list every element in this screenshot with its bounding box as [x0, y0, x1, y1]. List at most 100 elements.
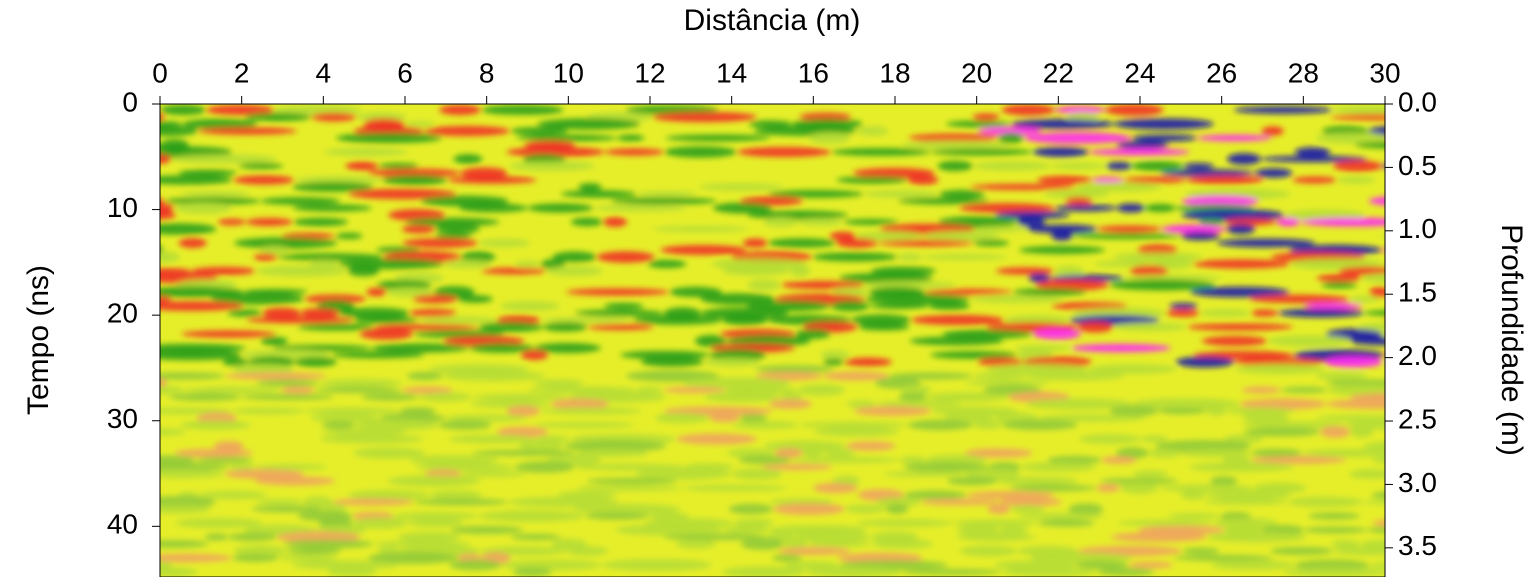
texture-blob — [593, 204, 688, 212]
texture-blob — [160, 301, 244, 311]
texture-blob — [378, 162, 419, 170]
texture-blob — [846, 400, 876, 408]
texture-blob — [1116, 447, 1149, 459]
texture-blob — [737, 146, 832, 158]
texture-blob — [587, 323, 655, 331]
texture-blob — [160, 125, 198, 137]
texture-blob — [286, 547, 341, 555]
texture-blob — [178, 238, 207, 248]
texture-blob — [1189, 462, 1294, 472]
texture-blob — [232, 407, 305, 415]
texture-blob — [909, 336, 1004, 346]
texture-blob — [253, 253, 278, 261]
texture-blob — [964, 448, 1033, 458]
texture-blob — [1161, 224, 1227, 234]
texture-blob — [447, 176, 537, 184]
texture-blob — [970, 295, 1064, 303]
texture-blob — [709, 413, 740, 423]
texture-blob — [160, 567, 198, 577]
texture-blob — [868, 302, 929, 310]
texture-blob — [1129, 265, 1169, 277]
texture-blob — [1344, 420, 1385, 430]
texture-blob — [911, 314, 1005, 326]
texture-blob — [1381, 234, 1385, 238]
texture-blob — [160, 553, 232, 563]
texture-blob — [1077, 321, 1114, 333]
texture-blob — [1315, 132, 1385, 144]
texture-blob — [662, 386, 726, 394]
texture-blob — [335, 132, 443, 144]
texture-blob — [1075, 182, 1162, 192]
texture-blob — [1096, 484, 1121, 492]
texture-blob — [1315, 371, 1368, 381]
texture-blob — [1173, 554, 1273, 562]
texture-blob — [348, 188, 457, 200]
texture-blob — [777, 547, 851, 555]
texture-blob — [1367, 526, 1385, 534]
texture-blob — [1128, 561, 1174, 569]
texture-blob — [1198, 218, 1224, 226]
texture-blob — [319, 378, 403, 388]
texture-blob — [774, 448, 803, 458]
texture-blob — [997, 476, 1078, 486]
texture-blob — [542, 322, 588, 332]
texture-blob — [703, 357, 762, 367]
texture-blob — [206, 104, 274, 116]
texture-blob — [998, 525, 1029, 535]
texture-blob — [1371, 491, 1385, 499]
texture-blob — [1108, 279, 1216, 291]
texture-blob — [805, 566, 903, 577]
texture-blob — [367, 168, 461, 178]
texture-blob — [331, 351, 425, 359]
texture-blob — [945, 120, 1011, 128]
texture-blob — [829, 231, 856, 241]
texture-blob — [885, 504, 909, 514]
texture-blob — [1116, 203, 1145, 213]
texture-blob — [1224, 434, 1264, 444]
texture-blob — [1199, 309, 1251, 317]
texture-blob — [412, 294, 458, 304]
texture-blob — [1381, 248, 1385, 252]
texture-blob — [417, 316, 497, 324]
texture-blob — [1182, 162, 1215, 170]
texture-blob — [1094, 260, 1152, 268]
texture-blob — [876, 497, 921, 507]
texture-blob — [822, 371, 890, 381]
texture-blob — [238, 162, 284, 170]
texture-blob — [654, 412, 710, 424]
texture-blob — [228, 463, 256, 471]
texture-blob — [1151, 258, 1193, 270]
texture-blob — [347, 489, 430, 501]
x-tick-label: 20 — [961, 57, 992, 88]
texture-blob — [760, 463, 833, 471]
texture-blob — [1050, 162, 1106, 170]
texture-blob — [387, 475, 481, 487]
texture-blob — [1303, 526, 1368, 534]
texture-blob — [304, 294, 366, 304]
texture-blob — [1331, 113, 1385, 121]
texture-blob — [747, 210, 848, 220]
texture-blob — [292, 204, 373, 212]
texture-blob — [160, 120, 183, 128]
texture-blob — [857, 323, 910, 331]
texture-blob — [260, 197, 341, 205]
texture-blob — [780, 280, 865, 290]
texture-blob — [823, 358, 844, 366]
texture-blob — [797, 218, 844, 226]
texture-blob — [1270, 546, 1334, 556]
texture-blob — [797, 384, 845, 396]
texture-blob — [1349, 469, 1385, 479]
texture-blob — [278, 554, 339, 562]
texture-blob — [748, 120, 793, 128]
texture-blob — [160, 372, 225, 380]
texture-blob — [533, 379, 584, 387]
x-tick-label: 28 — [1288, 57, 1319, 88]
texture-blob — [478, 238, 531, 248]
texture-blob — [998, 497, 1062, 507]
texture-blob — [1113, 118, 1214, 130]
texture-blob — [784, 539, 808, 549]
texture-blob — [970, 183, 1076, 191]
texture-blob — [742, 238, 768, 248]
texture-blob — [1002, 419, 1078, 431]
texture-blob — [987, 504, 1011, 514]
